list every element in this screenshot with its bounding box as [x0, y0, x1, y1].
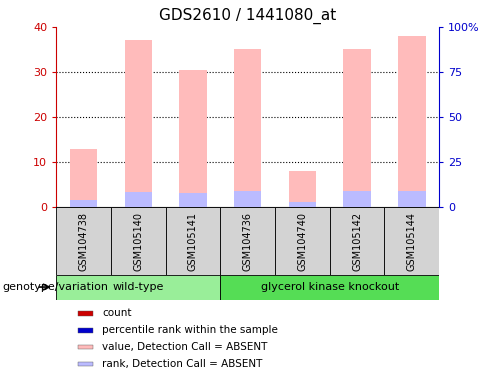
Text: count: count	[102, 308, 132, 318]
Bar	[289, 202, 316, 207]
Bar	[234, 50, 262, 207]
Bar	[398, 191, 426, 207]
Bar	[289, 171, 316, 207]
Bar	[78, 362, 93, 366]
Text: value, Detection Call = ABSENT: value, Detection Call = ABSENT	[102, 342, 268, 352]
Text: percentile rank within the sample: percentile rank within the sample	[102, 325, 278, 335]
Text: wild-type: wild-type	[113, 282, 164, 292]
Bar	[78, 345, 93, 349]
Bar	[179, 70, 206, 207]
Bar	[220, 275, 439, 300]
Text: glycerol kinase knockout: glycerol kinase knockout	[261, 282, 399, 292]
Text: GSM105144: GSM105144	[407, 212, 417, 271]
Text: GSM105141: GSM105141	[188, 212, 198, 271]
Text: GSM104738: GSM104738	[79, 212, 88, 271]
Bar	[275, 207, 330, 275]
Text: GSM104740: GSM104740	[297, 212, 307, 271]
Bar	[385, 207, 439, 275]
Text: GSM104736: GSM104736	[243, 212, 253, 271]
Bar	[124, 192, 152, 207]
Bar	[344, 191, 371, 207]
Bar	[78, 328, 93, 333]
Bar	[398, 36, 426, 207]
Bar	[78, 311, 93, 316]
Bar	[165, 207, 220, 275]
Text: rank, Detection Call = ABSENT: rank, Detection Call = ABSENT	[102, 359, 263, 369]
Text: genotype/variation: genotype/variation	[2, 282, 108, 292]
Bar	[56, 207, 111, 275]
Text: GSM105140: GSM105140	[133, 212, 143, 271]
Bar	[234, 191, 262, 207]
Title: GDS2610 / 1441080_at: GDS2610 / 1441080_at	[159, 8, 336, 24]
Bar	[179, 193, 206, 207]
Bar	[70, 149, 97, 207]
Bar	[330, 207, 385, 275]
Bar	[344, 50, 371, 207]
Bar	[124, 40, 152, 207]
Bar	[111, 207, 165, 275]
Bar	[70, 200, 97, 207]
Bar	[56, 275, 220, 300]
Bar	[220, 207, 275, 275]
Text: GSM105142: GSM105142	[352, 212, 362, 271]
